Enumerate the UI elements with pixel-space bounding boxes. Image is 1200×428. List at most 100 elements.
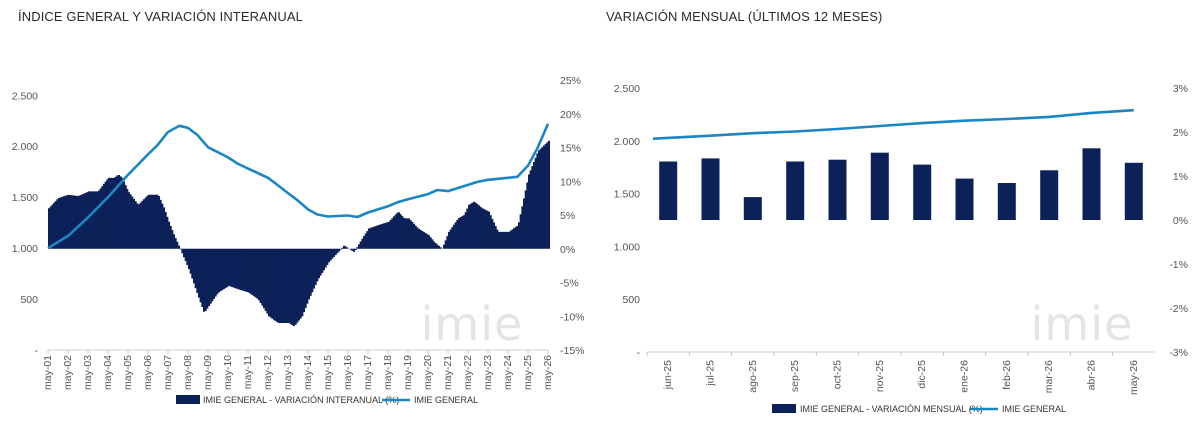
interannual-bar [116, 175, 119, 249]
interannual-bar [416, 227, 419, 249]
interannual-bar [53, 202, 56, 249]
left-axis-tick: 2.000 [614, 136, 640, 148]
interannual-bar [511, 229, 514, 249]
interannual-bar [151, 194, 154, 249]
interannual-bar [171, 230, 174, 249]
interannual-bar [433, 241, 436, 249]
interannual-bar [434, 243, 437, 249]
interannual-bar [336, 248, 339, 254]
interannual-bar [438, 245, 441, 249]
interannual-bar [216, 248, 219, 295]
interannual-bar [356, 247, 359, 249]
interannual-bar [218, 248, 221, 293]
interannual-bar [194, 248, 197, 289]
interannual-bar [538, 150, 541, 249]
interannual-bar [418, 228, 421, 249]
interannual-bar [198, 248, 201, 298]
x-axis-tick-label: ene-26 [959, 360, 971, 393]
interannual-bar [203, 248, 206, 312]
interannual-bar [228, 248, 231, 286]
interannual-bar [318, 248, 321, 279]
x-axis-tick-label: may-22 [462, 355, 474, 390]
interannual-bar [436, 244, 439, 249]
interannual-bar [283, 248, 286, 323]
interannual-bar [193, 248, 196, 284]
watermark-logo: imie [1031, 297, 1134, 351]
x-axis-tick-label: nov-25 [874, 360, 886, 392]
interannual-bar [48, 208, 51, 249]
interannual-bar [213, 248, 216, 299]
interannual-bar [428, 235, 431, 249]
interannual-bar [98, 190, 101, 249]
interannual-bar [449, 229, 452, 249]
interannual-bar [88, 191, 91, 249]
interannual-bar [179, 248, 182, 250]
interannual-bar [66, 195, 69, 249]
interannual-bar [314, 248, 317, 286]
interannual-bar [403, 217, 406, 249]
interannual-bar [279, 248, 282, 323]
interannual-bar [364, 233, 367, 249]
interannual-bar [483, 209, 486, 249]
interannual-bar [161, 203, 164, 249]
interannual-bar [319, 248, 322, 276]
interannual-bar [96, 191, 99, 249]
interannual-bar [409, 220, 412, 249]
interannual-bar [231, 248, 234, 288]
interannual-bar [298, 248, 301, 321]
interannual-bar [219, 248, 222, 292]
interannual-bar [429, 237, 432, 249]
legend-label-bars: IMIE GENERAL - VARIACIÓN INTERANUAL (%) [203, 395, 399, 405]
interannual-bar [526, 182, 529, 249]
interannual-bar [519, 214, 522, 249]
interannual-bar [104, 181, 107, 249]
interannual-bar [301, 248, 304, 317]
interannual-bar [471, 202, 474, 249]
watermark-logo: imie [421, 297, 524, 351]
x-axis-tick-label: sep-25 [789, 360, 801, 392]
interannual-bar [156, 194, 159, 249]
interannual-bar [266, 248, 269, 314]
interannual-bar [324, 248, 327, 268]
interannual-bar [343, 245, 346, 249]
x-axis-tick-label: may-05 [122, 355, 134, 390]
x-axis-tick-label: may-16 [342, 355, 354, 390]
interannual-bar [268, 248, 271, 317]
x-axis-tick-label: may-06 [142, 355, 154, 390]
interannual-bar [164, 211, 167, 249]
interannual-bar [183, 248, 186, 258]
interannual-bar [368, 228, 371, 249]
interannual-bar [89, 191, 92, 249]
interannual-bar [338, 248, 341, 252]
interannual-bar [233, 248, 236, 288]
right-axis-tick: 1% [1173, 171, 1188, 183]
interannual-bar [476, 203, 479, 249]
interannual-bar [349, 248, 352, 250]
interannual-bar [359, 241, 362, 249]
legend: IMIE GENERAL - VARIACIÓN MENSUAL (%) IMIE… [772, 404, 1066, 414]
x-axis-tick-label: jun-25 [662, 360, 674, 390]
left-axis-tick: 1.500 [614, 189, 640, 201]
interannual-bar [236, 248, 239, 289]
interannual-bar [516, 225, 519, 249]
interannual-bar [311, 248, 314, 293]
left-axis-tick: 2.500 [614, 83, 640, 95]
interannual-bar [523, 198, 526, 249]
interannual-bar [56, 199, 59, 249]
interannual-bar [383, 223, 386, 249]
interannual-bar [73, 195, 76, 249]
interannual-bar [323, 248, 326, 271]
interannual-bar [136, 203, 139, 249]
x-axis-tick-label: may-21 [442, 355, 454, 390]
interannual-bar [106, 179, 109, 249]
interannual-bar [393, 216, 396, 249]
x-axis-tick-label: may-03 [82, 355, 94, 390]
interannual-bar [226, 248, 229, 287]
left-axis-tick: 500 [20, 294, 38, 306]
x-axis-tick-label: may-26 [1128, 360, 1140, 395]
interannual-bar [384, 222, 387, 249]
interannual-bar [289, 248, 292, 325]
interannual-bar [178, 245, 181, 249]
interannual-bar [414, 225, 417, 249]
